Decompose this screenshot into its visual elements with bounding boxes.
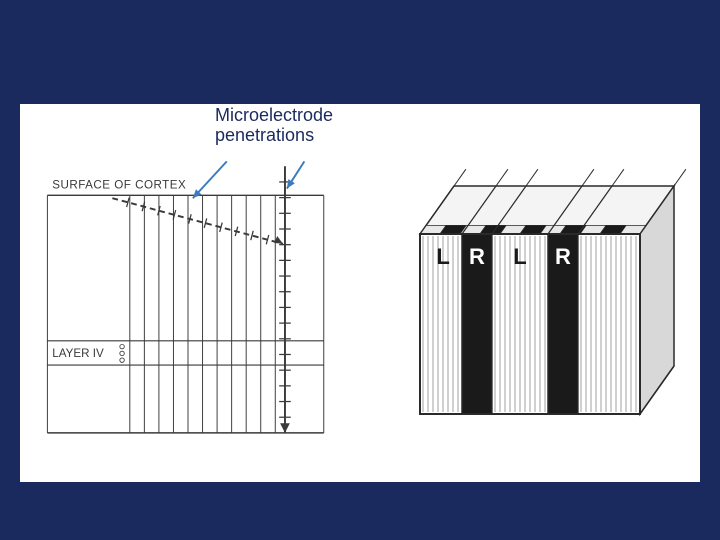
- title-line-1: Support for Nodal Specificity:: [0, 8, 720, 41]
- svg-text:R: R: [555, 244, 571, 269]
- svg-text:SURFACE OF CORTEX: SURFACE OF CORTEX: [52, 179, 186, 192]
- figure-panel: Microelectrode penetrations SURFACE OF C…: [20, 104, 700, 482]
- svg-text:R: R: [469, 244, 485, 269]
- left-cortex-diagram: SURFACE OF CORTEX LAYER IV: [28, 142, 348, 462]
- svg-text:L: L: [513, 244, 526, 269]
- title-line-2: Columns for orientation of lines (visual…: [0, 41, 720, 74]
- electrode-label-line1: Microelectrode: [215, 105, 333, 125]
- slide-title: Support for Nodal Specificity: Columns f…: [0, 8, 720, 73]
- electrode-annotation: Microelectrode penetrations: [215, 106, 333, 146]
- svg-text:LAYER IV: LAYER IV: [52, 347, 104, 360]
- right-column-block-diagram: LRLR: [382, 124, 692, 454]
- citation-text: K. Obermayer & G. G. Blasdell, 1993: [398, 504, 660, 522]
- svg-text:L: L: [436, 244, 449, 269]
